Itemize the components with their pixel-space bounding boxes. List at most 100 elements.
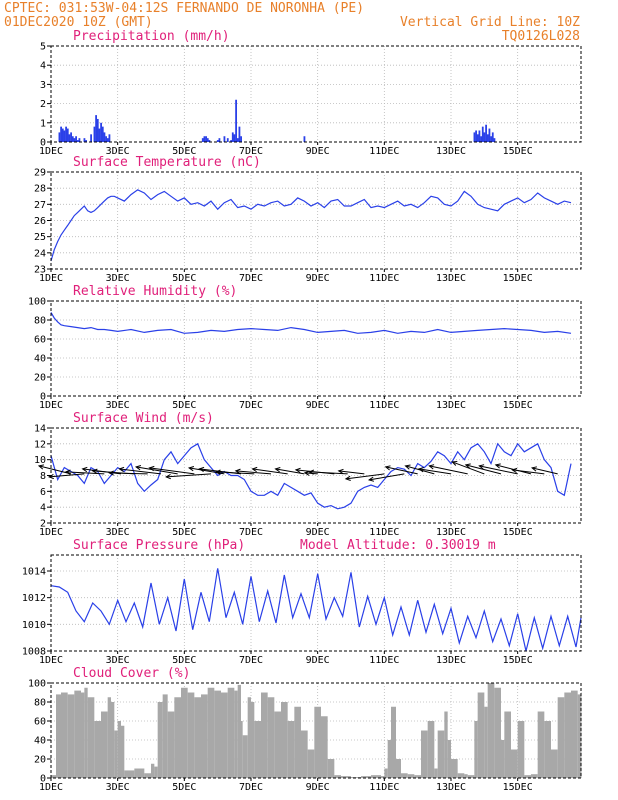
y-tick-label: 24	[34, 248, 46, 259]
precip-bar	[70, 132, 72, 142]
cloud-cover-bar	[487, 683, 495, 778]
cloud-cover-bar	[94, 721, 101, 778]
y-tick-label: 28	[34, 184, 46, 195]
cloud-cover-bar	[237, 684, 241, 778]
precip-bar	[203, 136, 206, 142]
precip-bar	[481, 126, 484, 142]
wind-arrowhead	[494, 463, 501, 469]
precip-bar	[233, 134, 236, 142]
panel-title: Surface Temperature (nC)	[73, 155, 261, 170]
cloud-cover-bar	[474, 721, 478, 778]
x-tick-label: 9DEC	[306, 527, 330, 538]
precip-bar	[226, 138, 229, 142]
panel-3: 0 20 40 60 80 100 1DEC 3DEC 5DEC 7DEC 9DEC 11DEC 13D…	[28, 284, 582, 411]
cloud-cover-bar	[107, 697, 111, 778]
x-tick-label: 9DEC	[306, 146, 330, 157]
cloud-cover-bar	[391, 706, 396, 778]
precip-bar	[90, 134, 92, 142]
precip-bar	[206, 138, 209, 142]
cloud-cover-bar	[124, 770, 135, 778]
cloud-cover-bar	[307, 749, 315, 778]
wind-arrowhead	[134, 465, 142, 471]
cloud-cover-bar	[267, 697, 275, 778]
cloud-cover-bar	[134, 768, 145, 778]
cloud-cover-bar	[444, 711, 448, 778]
cloud-cover-bar	[56, 694, 61, 778]
cloud-cover-bar	[327, 759, 335, 778]
x-tick-label: 15DEC	[503, 273, 533, 284]
wind-arrow	[252, 468, 288, 475]
x-tick-label: 7DEC	[239, 782, 263, 793]
cloud-cover-bar	[517, 721, 525, 778]
y-tick-label: 80	[34, 316, 46, 327]
x-tick-label: 11DEC	[369, 273, 399, 284]
header-date: 01DEC2020 10Z (GMT)	[4, 15, 153, 30]
y-tick-label: 14	[34, 424, 46, 435]
panel-frame	[50, 300, 582, 397]
y-tick-label: 5	[40, 42, 46, 53]
panel-title: Relative Humidity (%)	[73, 284, 237, 299]
precip-bar	[85, 140, 87, 142]
cloud-cover-bar	[544, 721, 551, 778]
wind-arrowhead	[511, 467, 518, 474]
y-tick-label: 3	[40, 80, 46, 91]
wind-arrowhead	[64, 469, 71, 475]
cloud-cover-bar	[321, 716, 328, 778]
wind-arrowhead	[214, 469, 221, 475]
wind-arrowhead	[303, 470, 310, 476]
cloud-cover-bar	[181, 687, 188, 778]
x-tick-label: 9DEC	[306, 655, 330, 666]
x-tick-label: 11DEC	[369, 146, 399, 157]
cloud-cover-bar	[457, 773, 465, 778]
y-tick-label: 60	[34, 335, 46, 346]
precip-bar	[235, 99, 237, 142]
wind-arrow	[512, 469, 545, 475]
cloud-cover-bar	[261, 692, 268, 778]
wind-arrow	[465, 464, 502, 475]
cloud-cover-bar	[274, 711, 281, 778]
series-line	[50, 312, 572, 334]
y-tick-label: 29	[34, 168, 46, 179]
precip-bar	[216, 140, 219, 142]
cloud-cover-bar	[384, 768, 388, 778]
precip-bar	[63, 130, 66, 142]
wind-arrowhead	[108, 470, 115, 476]
x-tick-label: 13DEC	[436, 146, 466, 157]
y-tick-label: 23	[34, 265, 46, 276]
cloud-cover-bar	[241, 721, 243, 778]
x-tick-label: 7DEC	[239, 146, 263, 157]
cloud-cover-bar	[117, 721, 121, 778]
wind-arrow	[429, 465, 468, 475]
cloud-cover-bar	[501, 740, 505, 778]
x-tick-label: 5DEC	[172, 400, 196, 411]
x-tick-label: 3DEC	[106, 527, 130, 538]
precip-bar	[95, 115, 97, 142]
y-tick-label: 26	[34, 216, 46, 227]
wind-arrowhead	[47, 473, 54, 480]
cloud-cover-bar	[207, 687, 215, 778]
precip-bar	[493, 138, 496, 142]
cloud-cover-bar	[84, 687, 88, 778]
cloud-cover-bar	[434, 768, 438, 778]
precip-bar	[101, 126, 104, 142]
wind-arrowhead	[187, 466, 195, 472]
precip-bar	[218, 138, 221, 142]
precip-bar	[83, 138, 86, 142]
wind-arrow	[166, 473, 212, 478]
wind-arrowhead	[294, 467, 301, 473]
precip-bar	[105, 136, 107, 142]
precip-bar	[78, 138, 81, 142]
cloud-cover-bar	[121, 725, 125, 778]
y-tick-label: 4	[40, 503, 46, 514]
y-tick-label: 1	[40, 118, 46, 129]
cloud-cover-bar	[281, 702, 288, 778]
precip-bar	[65, 126, 67, 142]
panel-title: Surface Pressure (hPa)	[73, 538, 245, 553]
x-tick-label: 5DEC	[172, 655, 196, 666]
precip-bar	[66, 128, 69, 142]
cloud-cover-bar	[451, 759, 458, 778]
y-tick-label: 20	[34, 373, 46, 384]
panel-frame	[50, 682, 582, 779]
wind-arrow	[275, 468, 305, 475]
wind-arrowhead	[165, 473, 171, 480]
